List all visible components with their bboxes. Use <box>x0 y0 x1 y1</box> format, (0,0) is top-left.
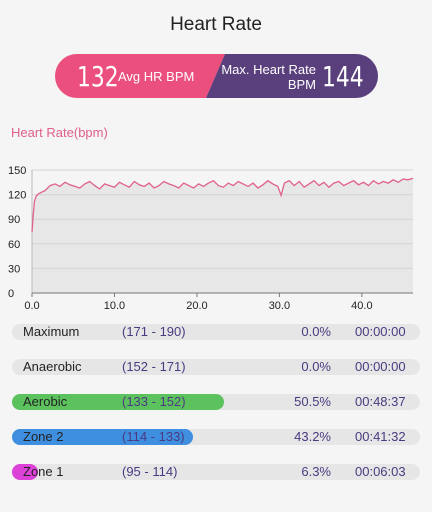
zone-percent: 43.2% <box>294 429 331 444</box>
zone-track <box>12 324 420 340</box>
zone-time: 00:00:00 <box>355 324 406 339</box>
x-tick-label: 40.0 <box>351 300 372 312</box>
zone-percent: 6.3% <box>301 464 331 479</box>
zone-range: (95 - 114) <box>122 464 178 479</box>
zone-time: 00:00:00 <box>355 359 406 374</box>
y-tick-label: 0 <box>8 288 14 300</box>
zone-row: Anaerobic (152 - 171) 0.0% 00:00:00 <box>12 359 420 375</box>
zone-range: (152 - 171) <box>122 359 186 374</box>
zone-name: Aerobic <box>23 394 68 409</box>
zone-fill-bar <box>12 464 39 480</box>
zone-range: (114 - 133) <box>122 429 185 444</box>
zone-name: Zone 1 <box>23 464 64 479</box>
zone-track <box>12 359 420 375</box>
heart-rate-chart: 0 30 60 90 120 150 0.0 10.0 20.0 30.0 40.0 <box>8 165 414 312</box>
zone-name: Anaerobic <box>23 359 82 374</box>
y-tick-label: 90 <box>8 214 20 226</box>
zone-fill-bar <box>12 394 225 410</box>
zone-row: Zone 1 (95 - 114) 6.3% 00:06:03 <box>12 464 420 480</box>
zone-name: Maximum <box>23 324 80 339</box>
zone-range: (133 - 152) <box>122 394 186 409</box>
zone-percent: 50.5% <box>294 394 331 409</box>
max-segment <box>206 54 378 98</box>
x-tick-label: 20.0 <box>186 300 207 312</box>
zone-name: Zone 2 <box>23 429 64 444</box>
zone-percent: 0.0% <box>301 324 331 339</box>
max-hr-label: Max. Heart Rate BPM <box>213 62 316 92</box>
zone-row: Aerobic (133 - 152) 50.5% 00:48:37 <box>12 394 420 410</box>
zone-time: 00:41:32 <box>355 429 406 444</box>
y-tick-label: 30 <box>8 263 20 275</box>
zone-fill-bar <box>12 429 194 445</box>
max-hr-label-line1: Max. Heart Rate <box>221 62 316 77</box>
y-tick-label: 60 <box>8 239 20 251</box>
zone-row: Maximum (171 - 190) 0.0% 00:00:00 <box>12 324 420 340</box>
summary-background <box>55 54 378 98</box>
chart-title: Heart Rate(bpm) <box>11 125 108 140</box>
x-tick-label: 30.0 <box>269 300 290 312</box>
max-hr-value: 144 <box>322 60 364 93</box>
zone-track <box>12 464 420 480</box>
hr-summary-banner: 132 Avg HR BPM Max. Heart Rate BPM 144 <box>55 54 378 98</box>
zone-time: 00:48:37 <box>355 394 406 409</box>
max-hr-label-line2: BPM <box>287 77 316 92</box>
x-tick-label: 0.0 <box>24 300 39 312</box>
avg-hr-value: 132 <box>77 60 119 93</box>
zone-time: 00:06:03 <box>355 464 406 479</box>
y-tick-label: 120 <box>8 190 26 202</box>
y-tick-label: 150 <box>8 165 26 177</box>
avg-segment <box>55 54 225 98</box>
x-tick-label: 10.0 <box>104 300 125 312</box>
chart-area-fill <box>32 178 413 293</box>
page-title: Heart Rate <box>170 14 262 35</box>
heart-rate-line <box>31 177 414 233</box>
zone-percent: 0.0% <box>301 359 331 374</box>
avg-hr-label: Avg HR BPM <box>118 69 195 84</box>
zone-range: (171 - 190) <box>122 324 186 339</box>
zone-row: Zone 2 (114 - 133) 43.2% 00:41:32 <box>12 429 420 445</box>
